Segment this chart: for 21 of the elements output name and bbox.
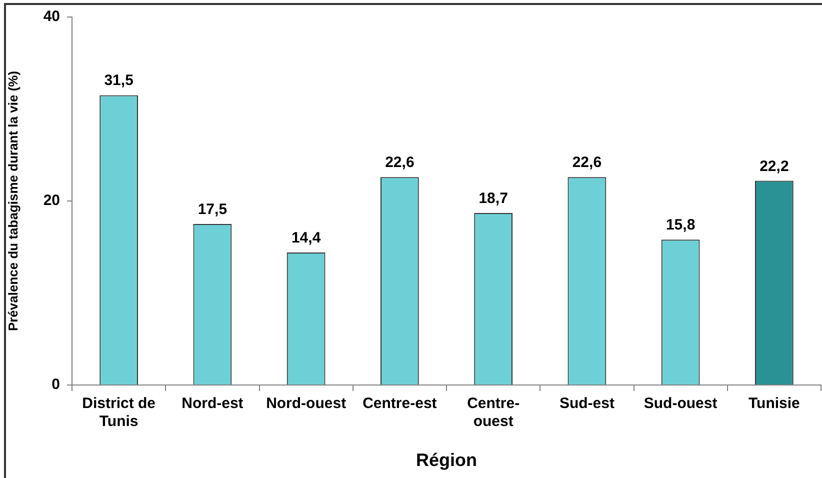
x-tick-label: Sud-est [559, 395, 614, 412]
y-tick-label: 40 [43, 8, 60, 26]
x-tick-label: Nord-ouest [266, 395, 346, 412]
data-label: 14,4 [291, 230, 322, 247]
x-tick-label: Nord-est [182, 395, 244, 412]
x-tick-label: Centre-ouest [467, 395, 520, 430]
data-label: 22,6 [385, 154, 414, 172]
data-label: 18,7 [478, 190, 508, 207]
data-label: 17,5 [198, 201, 228, 218]
y-tick-label: 20 [43, 192, 60, 210]
x-tick-label: Tunisie [748, 395, 800, 412]
x-axis-title: Région [416, 450, 477, 470]
x-tick-label: Centre-est [362, 395, 437, 412]
data-label: 15,8 [666, 216, 696, 234]
y-tick-label: 0 [52, 376, 60, 394]
data-label: 31,5 [104, 72, 134, 90]
data-label: 22,6 [572, 154, 602, 172]
data-label: 22,2 [760, 158, 789, 175]
x-tick-label: Sud-ouest [644, 395, 718, 412]
y-axis-title: Prévalence du tabagisme durant la vie (%) [5, 70, 20, 332]
x-tick-label: District de Tunis [82, 395, 156, 430]
